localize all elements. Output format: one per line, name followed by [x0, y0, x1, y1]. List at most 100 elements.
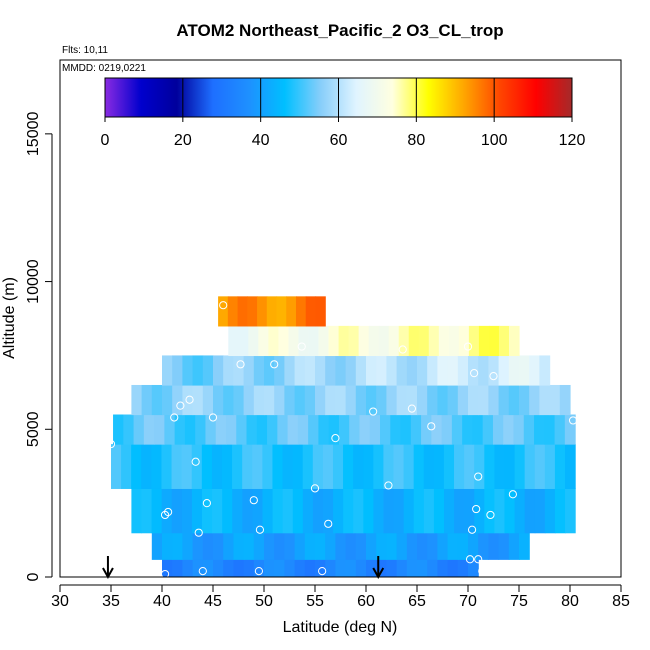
- heatmap-cell: [355, 559, 367, 577]
- heatmap-cell: [181, 444, 193, 489]
- heatmap-cell: [213, 532, 224, 560]
- heatmap-cell: [182, 532, 194, 560]
- heatmap-cell: [182, 559, 194, 577]
- heatmap-cell: [205, 414, 217, 445]
- heatmap-cell: [345, 355, 357, 386]
- sample-point: [297, 342, 306, 351]
- heatmap-cell: [534, 414, 545, 445]
- heatmap-cell: [162, 384, 173, 416]
- heatmap-cell: [288, 325, 300, 357]
- heatmap-cell: [233, 559, 245, 577]
- colorbar-tick-label: 0: [101, 132, 110, 149]
- heatmap-cell: [201, 488, 213, 534]
- heatmap-cell: [274, 384, 285, 416]
- heatmap-cell: [172, 559, 183, 577]
- sample-point: [472, 504, 481, 514]
- heatmap-cell: [121, 444, 132, 489]
- heatmap-cell: [213, 384, 224, 416]
- heatmap-cell: [353, 444, 364, 489]
- heatmap-cell: [353, 488, 364, 534]
- heatmap-cell: [267, 414, 278, 445]
- heatmap-cell: [332, 444, 344, 489]
- colorbar-tick-label: 120: [559, 132, 586, 149]
- sample-point: [465, 555, 475, 564]
- heatmap-cell: [498, 355, 510, 386]
- heatmap-cell: [345, 384, 357, 416]
- heatmap-cell: [243, 532, 255, 560]
- heatmap-cell: [325, 559, 336, 577]
- heatmap-cell: [406, 559, 418, 577]
- heatmap-cell: [457, 384, 469, 416]
- heatmap-cell: [253, 559, 265, 577]
- heatmap-cell: [312, 444, 324, 489]
- heatmap-cell: [464, 488, 475, 534]
- sample-point: [463, 342, 473, 351]
- heatmap-cell: [232, 444, 243, 489]
- heatmap-cell: [413, 444, 425, 489]
- heatmap-cell: [277, 414, 289, 445]
- heatmap-cell: [111, 444, 122, 489]
- heatmap-cell: [421, 414, 432, 445]
- heatmap-cell: [554, 414, 566, 445]
- heatmap-cell: [143, 414, 155, 445]
- heatmap-cell: [565, 488, 576, 534]
- heatmap-cell: [172, 355, 183, 386]
- sample-point: [185, 395, 194, 404]
- heatmap-cell: [468, 559, 479, 577]
- heatmap-cell: [343, 444, 354, 489]
- x-tick-label: 55: [306, 593, 324, 610]
- heatmap-cell: [393, 444, 405, 489]
- sample-point: [478, 566, 487, 576]
- sample-point: [194, 528, 203, 537]
- y-axis: 0 5000 10000 15000: [25, 112, 53, 581]
- heatmap-cell: [162, 355, 173, 386]
- sample-point: [568, 540, 578, 549]
- heatmap-cell: [410, 414, 422, 445]
- heatmap-cell: [282, 488, 294, 534]
- sample-point: [270, 360, 279, 369]
- heatmap-cell: [233, 355, 245, 386]
- heatmap-cell: [333, 488, 344, 534]
- heatmap-cell: [305, 296, 317, 327]
- heatmap-cell: [151, 488, 163, 534]
- heatmap-cell: [192, 355, 204, 386]
- heatmap-cell: [221, 444, 233, 489]
- heatmap-cell: [171, 444, 183, 489]
- heatmap-cell: [304, 384, 316, 416]
- heatmap-cell: [297, 414, 309, 445]
- heatmap-cell: [298, 325, 310, 357]
- heatmap-cell: [325, 532, 336, 560]
- sample-point: [202, 499, 211, 508]
- heatmap-cell: [223, 532, 234, 560]
- sample-point: [219, 301, 228, 310]
- x-tick-label: 65: [408, 593, 426, 610]
- heatmap-cell: [376, 355, 387, 386]
- heatmap-cell: [386, 559, 398, 577]
- heatmap-cell: [417, 384, 428, 416]
- heatmap-cell: [294, 559, 306, 577]
- heatmap-cell: [192, 384, 204, 416]
- heatmap-cell: [413, 488, 425, 534]
- heatmap-cell: [468, 532, 479, 560]
- heatmap-cell: [315, 532, 326, 560]
- heatmap-cell: [454, 488, 465, 534]
- y-tick-label: 15000: [25, 112, 42, 157]
- heatmap-cell: [494, 488, 506, 534]
- sample-point: [474, 555, 483, 564]
- heatmap-cell: [417, 559, 428, 577]
- heatmap-cell: [366, 355, 377, 386]
- heatmap-cell: [286, 296, 297, 327]
- heatmap-cell: [504, 488, 516, 534]
- y-tick-label: 5000: [25, 411, 42, 447]
- heatmap-cell: [264, 355, 275, 386]
- heatmap-cell: [565, 444, 576, 489]
- heatmap-cell: [376, 559, 387, 577]
- heatmap-cell: [154, 414, 165, 445]
- heatmap-cell: [427, 384, 438, 416]
- heatmap-cell: [408, 325, 420, 357]
- heatmap-cell: [474, 444, 485, 489]
- heatmap-cell: [294, 532, 306, 560]
- heatmap-cell: [488, 355, 500, 386]
- heatmap-cell: [323, 488, 334, 534]
- sample-point: [160, 510, 170, 520]
